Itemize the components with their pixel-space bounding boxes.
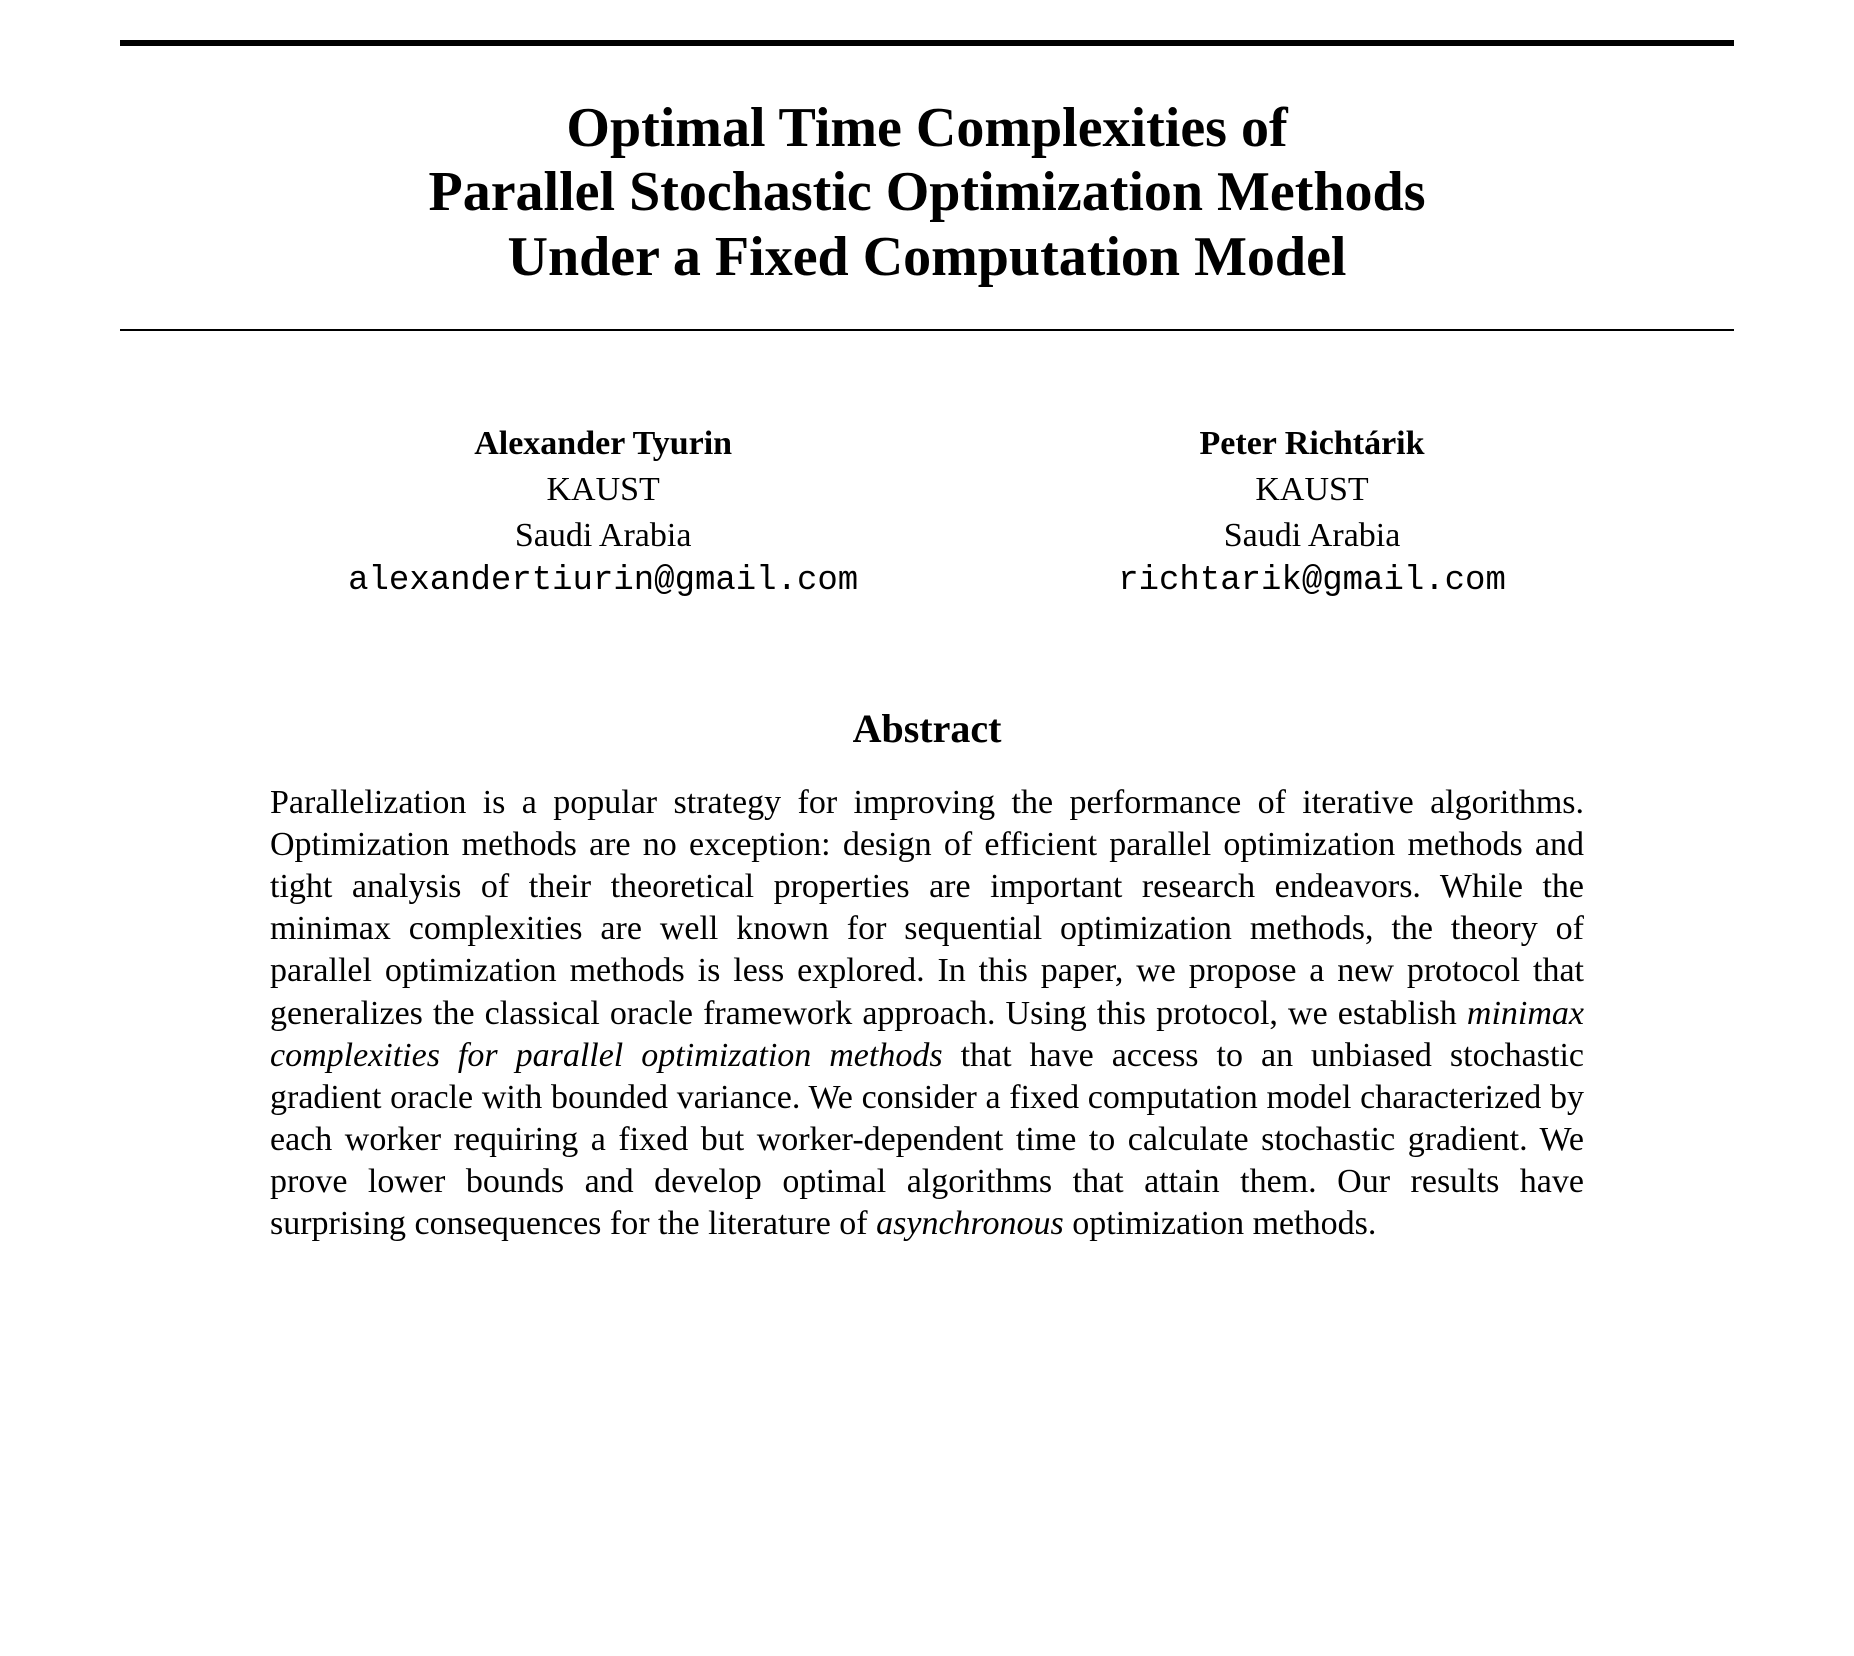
- abstract-heading: Abstract: [120, 705, 1734, 752]
- author-1-country: Saudi Arabia: [348, 513, 858, 559]
- author-2: Peter Richtárik KAUST Saudi Arabia richt…: [1118, 421, 1506, 605]
- authors-block: Alexander Tyurin KAUST Saudi Arabia alex…: [120, 421, 1734, 605]
- author-2-country: Saudi Arabia: [1118, 513, 1506, 559]
- author-1-affiliation: KAUST: [348, 467, 858, 513]
- author-1-email: alexandertiurin@gmail.com: [348, 559, 858, 605]
- author-2-email: richtarik@gmail.com: [1118, 559, 1506, 605]
- abstract-part3: optimization methods.: [1064, 1205, 1377, 1242]
- abstract-body: Parallelization is a popular strategy fo…: [270, 782, 1584, 1246]
- author-2-name: Peter Richtárik: [1118, 421, 1506, 467]
- mid-rule: [120, 329, 1734, 331]
- title-line-2: Parallel Stochastic Optimization Methods: [428, 161, 1425, 223]
- author-1: Alexander Tyurin KAUST Saudi Arabia alex…: [348, 421, 858, 605]
- title-line-3: Under a Fixed Computation Model: [508, 226, 1347, 288]
- author-1-name: Alexander Tyurin: [348, 421, 858, 467]
- title-line-1: Optimal Time Complexities of: [566, 97, 1287, 159]
- author-2-affiliation: KAUST: [1118, 467, 1506, 513]
- abstract-italic2: asynchronous: [876, 1205, 1064, 1242]
- abstract-part1: Parallelization is a popular strategy fo…: [270, 784, 1584, 1032]
- paper-title: Optimal Time Complexities of Parallel St…: [120, 96, 1734, 289]
- top-rule: [120, 40, 1734, 46]
